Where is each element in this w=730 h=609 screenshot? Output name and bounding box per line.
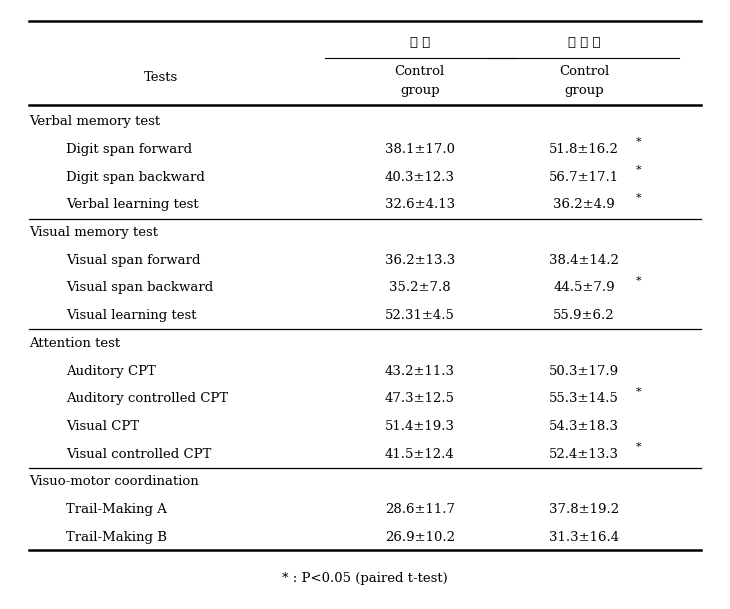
Text: 사 전: 사 전 <box>410 36 430 49</box>
Text: 52.31±4.5: 52.31±4.5 <box>385 309 455 322</box>
Text: group: group <box>400 83 439 97</box>
Text: Attention test: Attention test <box>29 337 120 350</box>
Text: Tests: Tests <box>144 71 177 85</box>
Text: 51.8±16.2: 51.8±16.2 <box>549 143 619 156</box>
Text: 51.4±19.3: 51.4±19.3 <box>385 420 455 433</box>
Text: Visual learning test: Visual learning test <box>66 309 196 322</box>
Text: Auditory CPT: Auditory CPT <box>66 365 155 378</box>
Text: * : P<0.05 (paired t-test): * : P<0.05 (paired t-test) <box>282 572 448 585</box>
Text: 36.2±13.3: 36.2±13.3 <box>385 254 455 267</box>
Text: 54.3±18.3: 54.3±18.3 <box>549 420 619 433</box>
Text: 38.1±17.0: 38.1±17.0 <box>385 143 455 156</box>
Text: Digit span forward: Digit span forward <box>66 143 192 156</box>
Text: *: * <box>636 137 642 147</box>
Text: *: * <box>636 165 642 175</box>
Text: group: group <box>564 83 604 97</box>
Text: 35.2±7.8: 35.2±7.8 <box>389 281 450 294</box>
Text: 처 치 후: 처 치 후 <box>568 36 600 49</box>
Text: Verbal learning test: Verbal learning test <box>66 199 199 211</box>
Text: Trail-Making B: Trail-Making B <box>66 531 166 544</box>
Text: 47.3±12.5: 47.3±12.5 <box>385 392 455 405</box>
Text: Control: Control <box>395 65 445 79</box>
Text: 38.4±14.2: 38.4±14.2 <box>549 254 619 267</box>
Text: 31.3±16.4: 31.3±16.4 <box>549 531 619 544</box>
Text: 26.9±10.2: 26.9±10.2 <box>385 531 455 544</box>
Text: Control: Control <box>559 65 609 79</box>
Text: *: * <box>636 192 642 202</box>
Text: 28.6±11.7: 28.6±11.7 <box>385 503 455 516</box>
Text: Visual span forward: Visual span forward <box>66 254 200 267</box>
Text: Visual controlled CPT: Visual controlled CPT <box>66 448 211 460</box>
Text: Digit span backward: Digit span backward <box>66 171 204 183</box>
Text: 55.3±14.5: 55.3±14.5 <box>549 392 619 405</box>
Text: 52.4±13.3: 52.4±13.3 <box>549 448 619 460</box>
Text: 55.9±6.2: 55.9±6.2 <box>553 309 615 322</box>
Text: 43.2±11.3: 43.2±11.3 <box>385 365 455 378</box>
Text: Visuo-motor coordination: Visuo-motor coordination <box>29 476 199 488</box>
Text: 36.2±4.9: 36.2±4.9 <box>553 199 615 211</box>
Text: Trail-Making A: Trail-Making A <box>66 503 166 516</box>
Text: Visual memory test: Visual memory test <box>29 226 158 239</box>
Text: Verbal memory test: Verbal memory test <box>29 115 161 128</box>
Text: 56.7±17.1: 56.7±17.1 <box>549 171 619 183</box>
Text: *: * <box>636 276 642 286</box>
Text: 40.3±12.3: 40.3±12.3 <box>385 171 455 183</box>
Text: Visual CPT: Visual CPT <box>66 420 139 433</box>
Text: *: * <box>636 442 642 452</box>
Text: *: * <box>636 387 642 396</box>
Text: 32.6±4.13: 32.6±4.13 <box>385 199 455 211</box>
Text: Auditory controlled CPT: Auditory controlled CPT <box>66 392 228 405</box>
Text: 41.5±12.4: 41.5±12.4 <box>385 448 455 460</box>
Text: 44.5±7.9: 44.5±7.9 <box>553 281 615 294</box>
Text: Visual span backward: Visual span backward <box>66 281 213 294</box>
Text: 37.8±19.2: 37.8±19.2 <box>549 503 619 516</box>
Text: 50.3±17.9: 50.3±17.9 <box>549 365 619 378</box>
